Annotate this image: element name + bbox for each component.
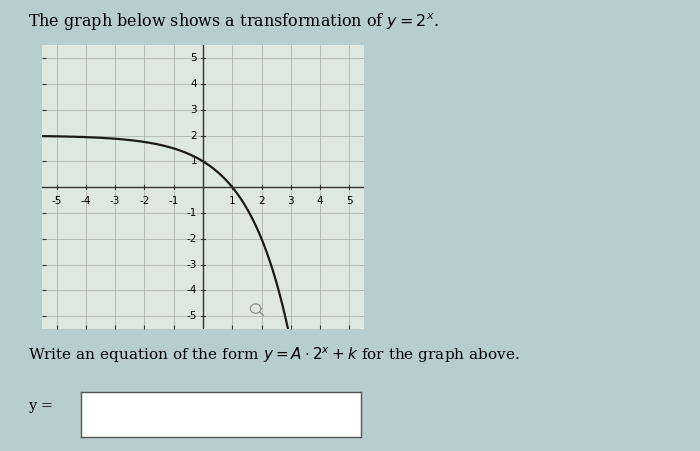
Text: -2: -2	[139, 196, 150, 206]
Text: -1: -1	[169, 196, 179, 206]
Text: 5: 5	[346, 196, 353, 206]
Text: -4: -4	[187, 285, 197, 295]
Text: 3: 3	[288, 196, 294, 206]
Text: -1: -1	[187, 208, 197, 218]
Text: 4: 4	[190, 79, 197, 89]
Text: 1: 1	[229, 196, 236, 206]
Text: -5: -5	[51, 196, 62, 206]
Text: y =: y =	[28, 399, 53, 413]
Text: 3: 3	[190, 105, 197, 115]
Text: 4: 4	[317, 196, 323, 206]
Text: 2: 2	[258, 196, 265, 206]
Text: -2: -2	[187, 234, 197, 244]
Text: -3: -3	[110, 196, 120, 206]
Text: -3: -3	[187, 260, 197, 270]
Text: 5: 5	[190, 53, 197, 63]
Text: 1: 1	[190, 156, 197, 166]
Text: -5: -5	[187, 311, 197, 321]
Text: -4: -4	[80, 196, 91, 206]
Text: The graph below shows a transformation of $y = 2^x$.: The graph below shows a transformation o…	[28, 11, 439, 32]
Text: Write an equation of the form $y = A \cdot 2^x + k$ for the graph above.: Write an equation of the form $y = A \cd…	[28, 345, 519, 364]
Text: 2: 2	[190, 130, 197, 141]
